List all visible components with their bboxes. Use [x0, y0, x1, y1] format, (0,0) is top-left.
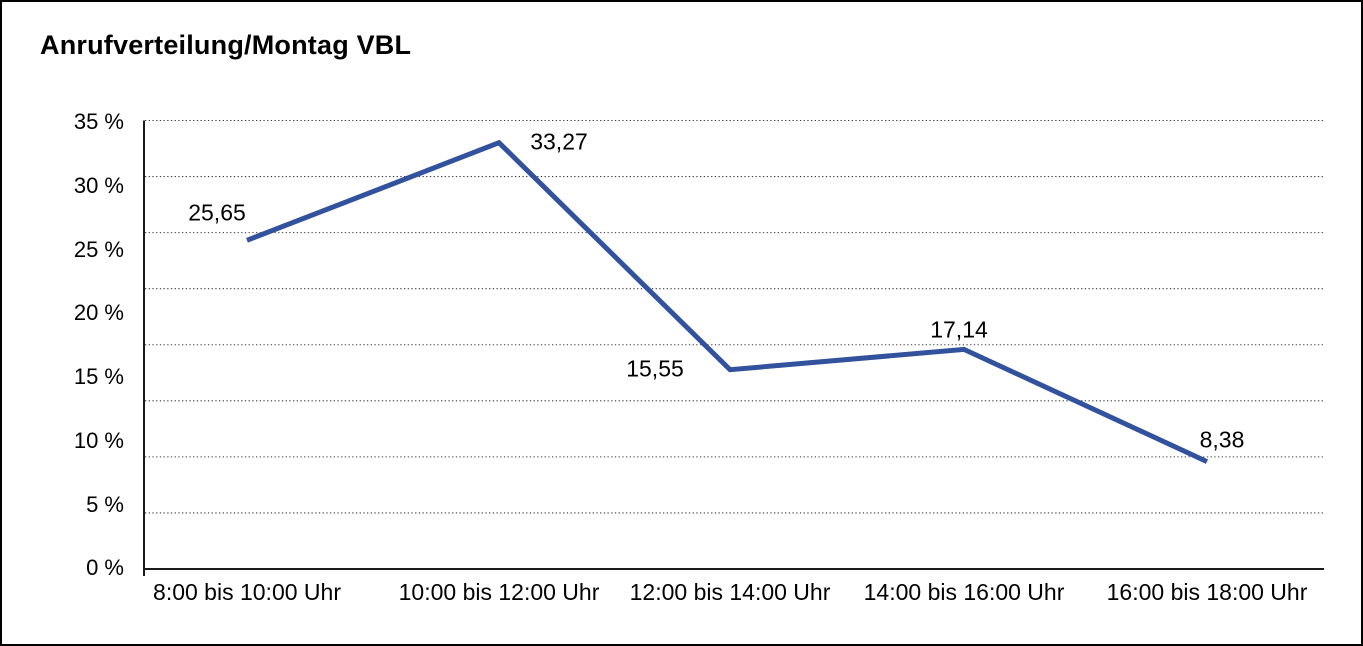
ytick-15: 15 %: [73, 364, 124, 389]
value-label-2: 33,27: [530, 128, 588, 155]
ytick-30: 30 %: [73, 173, 124, 198]
xtick-10-12: 10:00 bis 12:00 Uhr: [398, 579, 600, 605]
ytick-25: 25 %: [73, 237, 124, 262]
gridlines: [145, 119, 1324, 514]
value-label-4: 17,14: [930, 316, 988, 343]
ytick-5: 5 %: [86, 492, 124, 517]
data-line-series: [246, 139, 1209, 464]
ytick-20: 20 %: [73, 300, 124, 325]
xtick-14-16: 14:00 bis 16:00 Uhr: [863, 579, 1065, 605]
xtick-12-14: 12:00 bis 14:00 Uhr: [629, 579, 831, 605]
ytick-0: 0 %: [86, 555, 124, 580]
value-label-1: 25,65: [188, 199, 246, 226]
value-label-3: 15,55: [626, 355, 684, 382]
chart-title: Anrufverteilung/Montag VBL: [40, 30, 412, 60]
axes: [143, 120, 1324, 576]
xtick-8-10: 8:00 bis 10:00 Uhr: [153, 579, 341, 605]
ytick-35: 35 %: [73, 109, 124, 134]
value-label-5: 8,38: [1199, 426, 1245, 453]
xtick-16-18: 16:00 bis 18:00 Uhr: [1106, 579, 1308, 605]
ytick-10: 10 %: [73, 428, 124, 453]
